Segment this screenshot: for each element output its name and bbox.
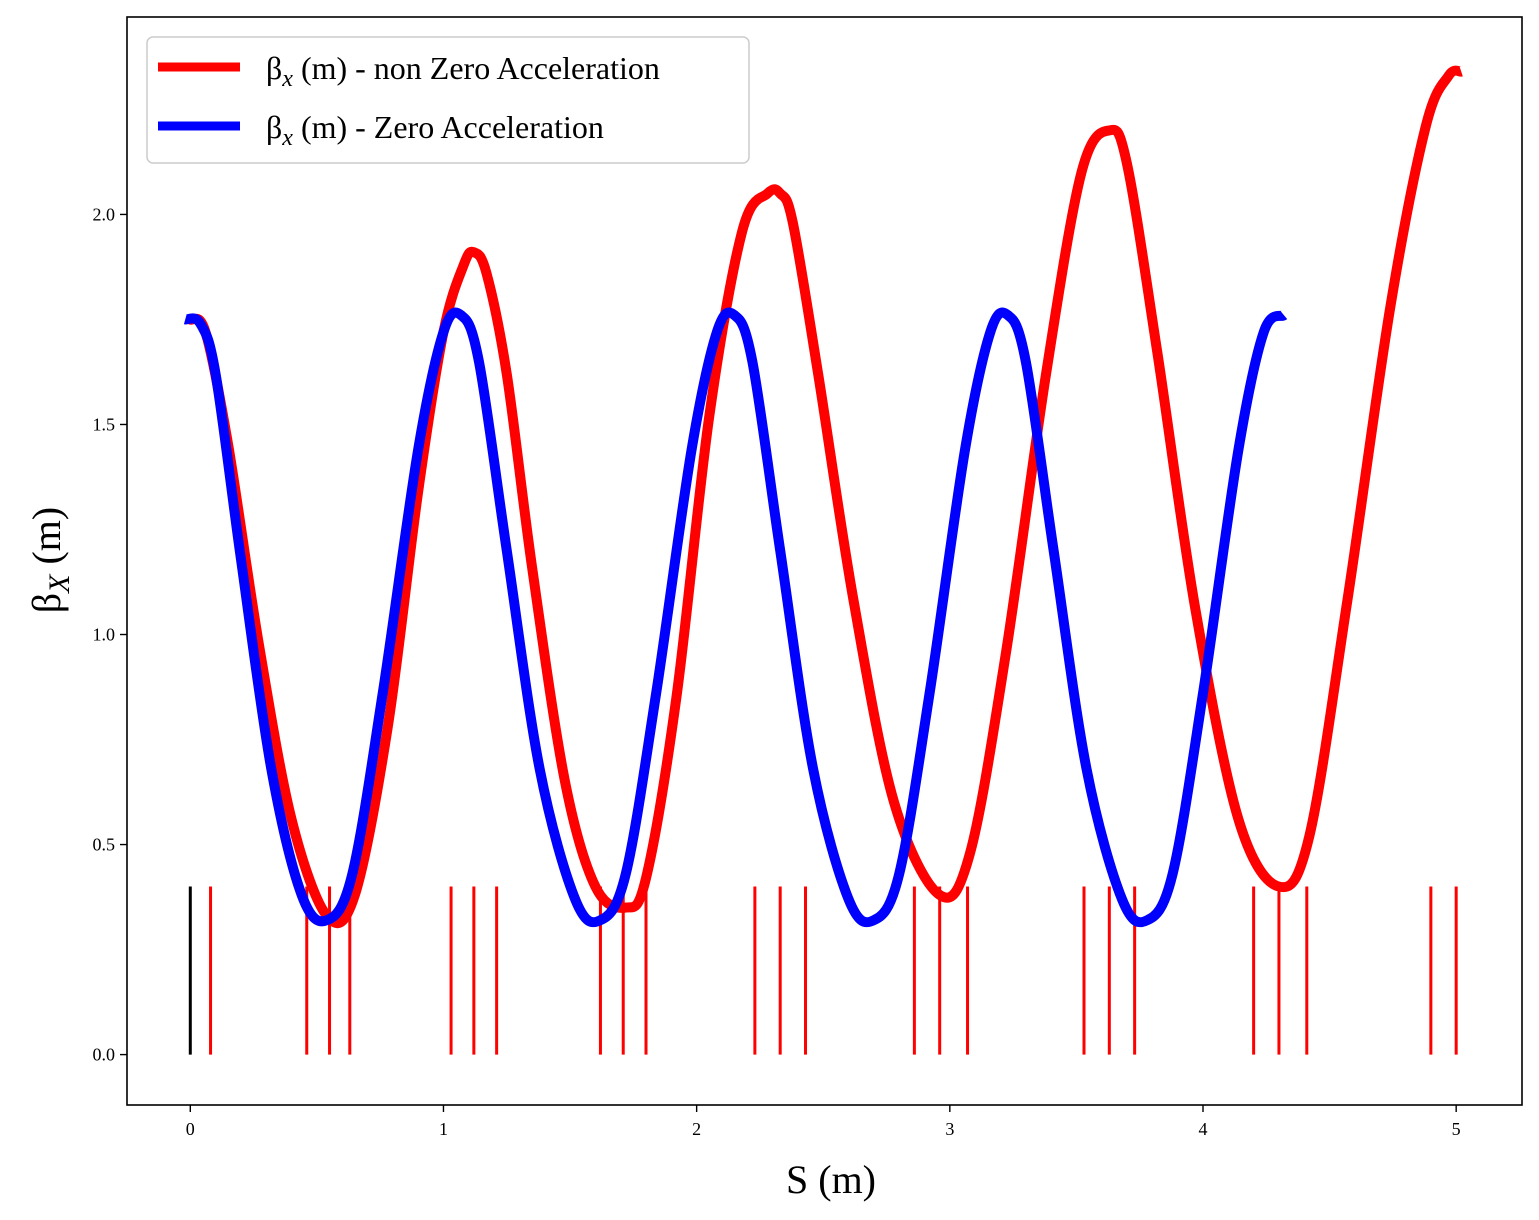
x-axis: 0 1 2 3 4 5	[186, 1105, 1461, 1139]
legend: βx (m) - non Zero Acceleration βx (m) - …	[146, 36, 750, 164]
y-tick-label: 2.0	[93, 204, 116, 224]
legend-label-zero: βx (m) - Zero Acceleration	[266, 109, 604, 151]
x-tick-label: 0	[186, 1119, 195, 1139]
y-axis-label-main: β	[24, 593, 69, 613]
x-tick-label: 2	[692, 1119, 701, 1139]
series-line-zero-acceleration	[183, 307, 1288, 928]
legend-label-non-zero: βx (m) - non Zero Acceleration	[266, 50, 660, 92]
y-axis-label-sub: X	[43, 573, 76, 594]
series-line-non-zero-acceleration	[187, 65, 1463, 929]
legend-box	[146, 36, 750, 164]
x-tick-label: 3	[945, 1119, 954, 1139]
y-axis: 0.0 0.5 1.0 1.5 2.0	[93, 204, 127, 1065]
y-tick-label: 0.5	[93, 835, 116, 855]
series-lines	[183, 65, 1463, 929]
x-tick-label: 5	[1452, 1119, 1461, 1139]
x-axis-label: S (m)	[786, 1157, 876, 1202]
y-axis-label: βX (m)	[24, 507, 76, 613]
x-tick-label: 1	[439, 1119, 448, 1139]
y-tick-label: 0.0	[93, 1045, 116, 1065]
y-axis-label-unit: (m)	[24, 507, 69, 575]
x-tick-label: 4	[1198, 1119, 1207, 1139]
plot-frame	[126, 16, 1523, 1106]
y-tick-label: 1.0	[93, 625, 116, 645]
y-tick-label: 1.5	[93, 414, 116, 434]
